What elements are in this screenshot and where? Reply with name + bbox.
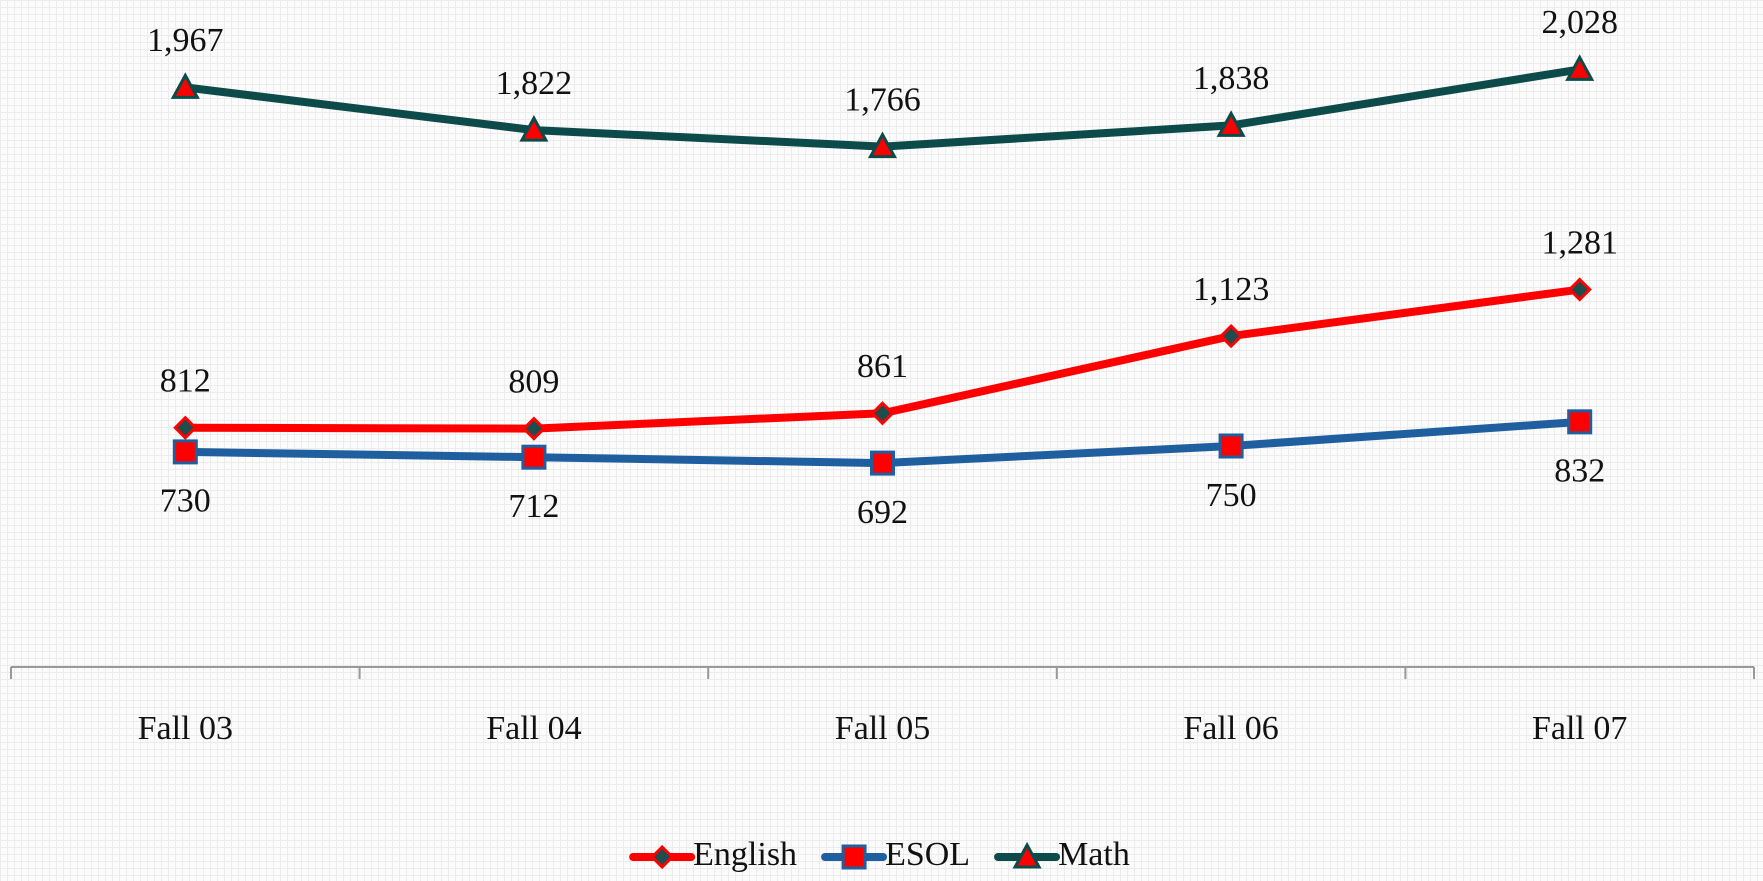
data-label: 812	[160, 363, 211, 400]
legend-label: Math	[1058, 836, 1130, 873]
x-tick-label: Fall 03	[138, 710, 233, 747]
marker	[867, 131, 898, 159]
x-tick-label: Fall 04	[486, 710, 581, 747]
marker	[1218, 323, 1244, 349]
marker	[172, 439, 198, 465]
marker	[841, 844, 867, 870]
x-tick-label: Fall 05	[835, 710, 930, 747]
data-label: 1,838	[1193, 60, 1270, 97]
data-label: 1,967	[147, 22, 224, 59]
data-label: 730	[160, 483, 211, 520]
marker	[173, 415, 198, 440]
data-label: 832	[1554, 453, 1605, 490]
data-label: 1,766	[844, 81, 921, 118]
data-label: 2,028	[1541, 4, 1618, 41]
marker	[870, 401, 895, 426]
data-label: 1,822	[496, 65, 573, 102]
marker	[1216, 110, 1246, 137]
x-tick-label: Fall 06	[1183, 710, 1278, 747]
data-label: 1,123	[1193, 271, 1270, 308]
marker	[519, 114, 549, 142]
data-label: 809	[508, 363, 559, 400]
data-label: 1,281	[1541, 224, 1618, 261]
marker	[870, 450, 895, 476]
marker	[1565, 54, 1595, 81]
data-label: 750	[1206, 477, 1257, 514]
legend-label: English	[693, 836, 797, 873]
data-label: 712	[508, 488, 559, 525]
marker	[1012, 841, 1042, 869]
marker	[1218, 433, 1244, 459]
data-label: 692	[857, 494, 908, 531]
marker	[521, 444, 547, 470]
data-label: 861	[857, 348, 908, 385]
legend-label: ESOL	[885, 836, 970, 873]
x-tick-label: Fall 07	[1532, 710, 1627, 747]
marker	[1567, 409, 1593, 435]
marker	[650, 844, 675, 870]
legend: English ESOL Math	[629, 836, 1130, 873]
marker	[521, 416, 547, 441]
marker	[1567, 277, 1592, 302]
marker	[170, 72, 200, 99]
